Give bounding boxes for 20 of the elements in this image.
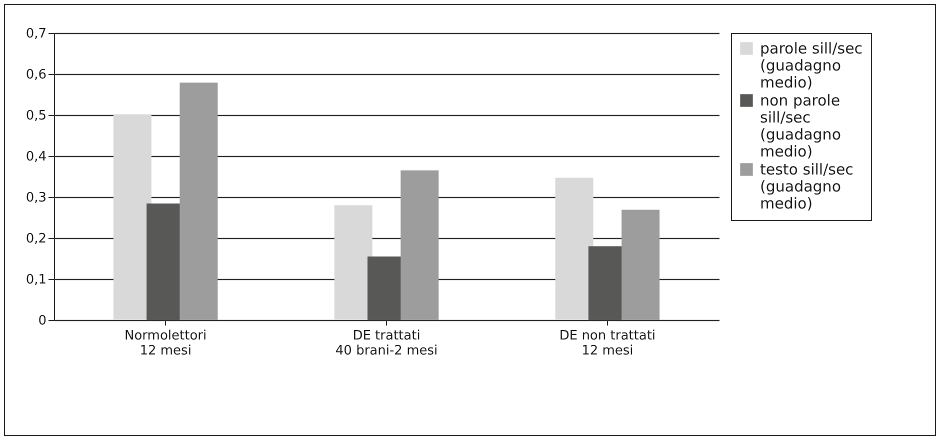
bar (622, 210, 660, 320)
y-tick-label: 0,3 (26, 190, 46, 206)
y-tick-label: 0,5 (26, 108, 46, 124)
legend-label: testo sill/sec (guadagno medio) (760, 160, 854, 212)
bar (180, 82, 218, 320)
x-tick-label: Normolettori 12 mesi (124, 328, 207, 358)
legend-label: parole sill/sec (guadagno medio) (760, 40, 863, 92)
y-tick-label: 0,4 (26, 150, 46, 164)
bar (555, 178, 594, 320)
legend-label: non parole sill/sec (guadagno medio) (760, 92, 841, 160)
bar (113, 115, 152, 320)
bar (400, 170, 439, 320)
bar (334, 205, 372, 320)
y-tick-label: 0,6 (26, 68, 46, 82)
y-tick-label: 0,2 (26, 232, 46, 246)
y-tick-label: 0,7 (26, 26, 46, 42)
x-tick-label: DE non trattati 12 mesi (559, 328, 656, 358)
y-tick-label: 0,1 (26, 272, 46, 288)
x-tick-label: DE trattati 40 brani-2 mesi (335, 328, 438, 358)
y-tick-label: 0 (38, 314, 46, 328)
